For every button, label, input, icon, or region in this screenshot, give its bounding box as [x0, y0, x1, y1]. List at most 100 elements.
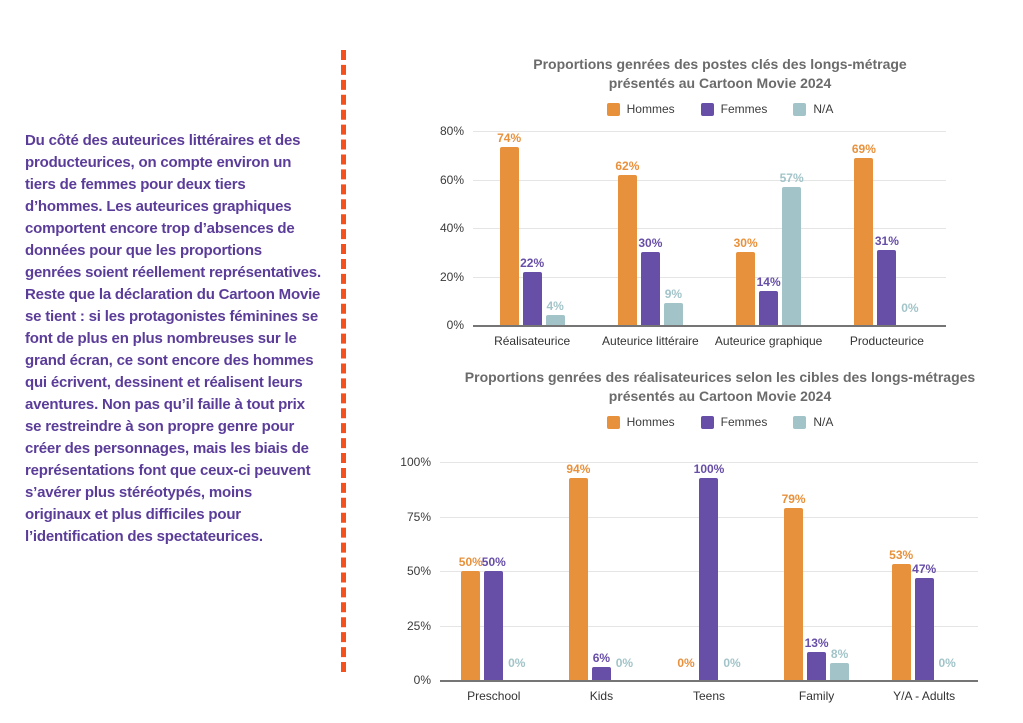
chart-audience-targets: Proportions genrées des réalisateurices …	[400, 363, 1020, 703]
bar-group: 94% 6% 0%	[548, 462, 656, 680]
bar-value-label: 50%	[458, 555, 483, 569]
bar-value-label: 0%	[723, 656, 741, 670]
bar-group: 53% 47% 0%	[870, 462, 978, 680]
category-label: Teens	[692, 689, 725, 703]
body-paragraph: Reste que la déclaration du Cartoon Movi…	[25, 286, 321, 545]
y-axis-label: 80%	[439, 124, 464, 139]
y-axis-label: 75%	[406, 509, 431, 524]
category-label: Y/A - Adults	[893, 689, 956, 703]
bar-na	[830, 663, 850, 680]
bar-slot: 57%	[779, 131, 804, 325]
bar-groups: 74% 22% 4% 62% 30% 9% 30% 14% 57% 69% 31% 0%	[473, 131, 946, 325]
bar-slot: 79%	[781, 462, 806, 680]
bar-value-label: 14%	[756, 275, 781, 289]
bar-group: 74% 22% 4%	[473, 131, 591, 325]
bar-value-label: 53%	[889, 548, 914, 562]
bar-value-label: 13%	[804, 636, 829, 650]
bar-slot: 6%	[591, 462, 612, 680]
bar-value-label: 0%	[508, 656, 526, 670]
legend-swatch-icon	[793, 102, 807, 116]
body-text-block: Du côté des auteurices littéraires et de…	[25, 130, 321, 548]
category-labels: Réalisateurice Auteurice littéraire Auteur…	[473, 334, 946, 348]
bar-value-label: 57%	[779, 171, 804, 185]
bar-femmes	[522, 272, 542, 325]
bar-value-label: 8%	[830, 647, 849, 661]
chart-legend: Hommes Femmes N/A	[420, 102, 1020, 116]
bar-value-label: 79%	[781, 492, 806, 506]
bar-value-label: 47%	[912, 562, 937, 576]
legend-item-femmes: Femmes	[700, 415, 767, 429]
legend-label: Hommes	[626, 415, 675, 429]
bar-value-label: 22%	[520, 256, 545, 270]
bar-hommes	[461, 571, 481, 680]
bar-femmes	[914, 578, 934, 680]
bar-slot: 53%	[889, 462, 914, 680]
legend-swatch-icon	[793, 415, 807, 429]
bar-value-label: 30%	[638, 236, 663, 250]
bar-femmes	[759, 291, 779, 325]
bar-value-label: 0%	[938, 656, 956, 670]
bar-value-label: 4%	[546, 299, 564, 313]
bar-value-label: 50%	[481, 555, 506, 569]
bar-value-label: 6%	[592, 651, 611, 665]
bar-slot: 100%	[694, 462, 724, 680]
category-label: Auteurice littéraire	[602, 334, 699, 348]
bar-slot: 94%	[566, 462, 590, 680]
bar-value-label: 0%	[677, 656, 695, 670]
bar-groups: 50% 50% 0% 94% 6% 0% 0% 100% 0% 79% 13% 8% 53% 47% 0%	[440, 462, 978, 680]
chart-title: Proportions genrées des postes clés des …	[420, 55, 1020, 93]
bar-slot: 0%	[721, 462, 742, 680]
bar-value-label: 30%	[733, 236, 758, 250]
category-label: Producteurice	[849, 334, 924, 348]
bar-slot: 47%	[912, 462, 937, 680]
legend-label: N/A	[813, 102, 834, 116]
chart-legend: Hommes Femmes N/A	[420, 415, 1020, 429]
bar-hommes	[736, 252, 756, 325]
category-label: Auteurice graphique	[714, 334, 823, 348]
bar-na	[545, 315, 565, 325]
bar-slot: 13%	[804, 462, 829, 680]
bar-slot: 74%	[497, 131, 521, 325]
gridline	[473, 276, 946, 278]
bar-slot: 30%	[638, 131, 663, 325]
bar-slot: 50%	[481, 462, 506, 680]
legend-item-na: N/A	[793, 102, 833, 116]
bar-slot: 8%	[829, 462, 850, 680]
legend-swatch-icon	[700, 102, 714, 116]
bar-value-label: 31%	[874, 234, 899, 248]
bar-slot: 0%	[675, 462, 696, 680]
y-axis-label: 60%	[439, 172, 464, 187]
bar-slot: 69%	[852, 131, 876, 325]
chart-title-line: présentés au Cartoon Movie 2024	[608, 75, 832, 91]
bar-group: 62% 30% 9%	[591, 131, 709, 325]
gridline	[473, 228, 946, 230]
y-axis-label: 0%	[413, 673, 431, 687]
bar-slot: 0%	[506, 462, 527, 680]
legend-item-hommes: Hommes	[606, 415, 675, 429]
legend-swatch-icon	[606, 102, 620, 116]
gridline	[473, 131, 946, 133]
y-axis-label: 50%	[406, 564, 431, 578]
bar-femmes	[699, 478, 719, 680]
category-label: Family	[798, 689, 835, 703]
gridline	[473, 179, 946, 181]
bar-hommes	[854, 158, 874, 325]
legend-item-femmes: Femmes	[700, 102, 767, 116]
y-axis-label: 20%	[439, 269, 464, 284]
chart-title-line: Proportions genrées des réalisateurices …	[464, 369, 976, 385]
category-labels: Preschool Kids Teens Family Y/A - Adults	[440, 689, 978, 703]
category-label: Preschool	[467, 689, 521, 703]
bar-slot: 22%	[520, 131, 545, 325]
bar-slot: 50%	[458, 462, 483, 680]
bar-group: 79% 13% 8%	[763, 462, 871, 680]
y-axis-label: 25%	[406, 618, 431, 633]
body-paragraph: Du côté des auteurices littéraires et de…	[25, 132, 321, 281]
bar-slot: 0%	[899, 131, 920, 325]
legend-label: Hommes	[626, 102, 675, 116]
bar-group: 0% 100% 0%	[655, 462, 763, 680]
y-axis-label: 40%	[439, 221, 464, 236]
legend-swatch-icon	[606, 415, 620, 429]
bar-value-label: 9%	[664, 287, 683, 301]
legend-label: N/A	[813, 415, 834, 429]
